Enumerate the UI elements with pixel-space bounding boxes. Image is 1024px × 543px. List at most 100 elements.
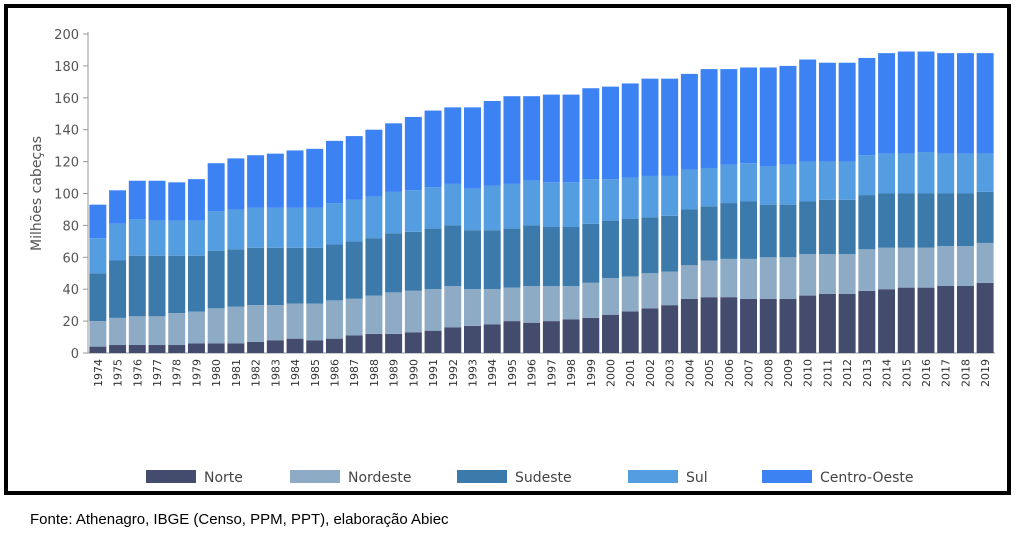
bar-segment [621, 276, 639, 312]
bar-segment [503, 228, 521, 288]
bar-segment [247, 247, 265, 306]
bar-segment [818, 161, 836, 200]
bar-segment [838, 62, 856, 162]
x-tick-label: 1979 [190, 359, 203, 387]
bar-segment [582, 282, 600, 318]
bar-segment [424, 289, 442, 331]
bar-segment [168, 313, 186, 346]
bar-segment [148, 316, 166, 346]
bar-segment [621, 177, 639, 220]
bar-segment [109, 345, 127, 353]
bar-segment [286, 207, 304, 248]
bar-segment [148, 220, 166, 256]
bar-segment [523, 96, 541, 181]
bar-segment [404, 332, 422, 353]
bar-segment [956, 246, 974, 287]
bar-segment [818, 62, 836, 162]
x-tick-label: 2016 [920, 359, 933, 387]
bar-segment [109, 260, 127, 318]
bar-segment [878, 153, 896, 194]
bar-segment [759, 204, 777, 258]
x-tick-label: 1987 [348, 359, 361, 387]
bar-segment [858, 155, 876, 196]
bar-segment [680, 73, 698, 170]
bar-segment [937, 193, 955, 247]
bar-segment [838, 293, 856, 353]
bar-segment [878, 289, 896, 353]
bar-segment [503, 96, 521, 184]
bar-segment [740, 163, 758, 202]
bar-segment [641, 273, 659, 309]
bar-segment [680, 209, 698, 266]
bar-segment [956, 286, 974, 353]
bar-segment [838, 161, 856, 200]
bar-segment [700, 297, 718, 353]
legend-swatch [290, 470, 340, 483]
bar-segment [818, 254, 836, 294]
bar-segment [602, 314, 619, 353]
bar-segment [878, 193, 896, 248]
bar-segment [286, 338, 304, 353]
bar-segment [799, 59, 817, 162]
bar-segment [562, 319, 580, 353]
bar-segment [345, 335, 363, 353]
bar-segment [976, 191, 994, 243]
bar-segment [365, 129, 383, 197]
bar-segment [582, 317, 600, 353]
x-tick-label: 1982 [250, 359, 263, 387]
bar-segment [799, 161, 817, 202]
x-tick-label: 1990 [407, 359, 420, 387]
bar-segment [266, 340, 284, 353]
bar-segment [207, 211, 225, 251]
y-tick-label: 160 [54, 92, 79, 107]
bar-segment [818, 199, 836, 255]
bar-segment [582, 179, 600, 224]
bar-segment [227, 249, 245, 307]
x-tick-label: 2008 [762, 359, 775, 387]
x-tick-label: 1980 [210, 359, 223, 387]
x-tick-label: 1988 [368, 359, 381, 387]
bar-segment [799, 254, 817, 296]
bar-segment [306, 303, 324, 341]
x-tick-label: 1983 [269, 359, 282, 387]
bar-segment [345, 241, 363, 299]
x-axis-labels: 1974 1975 1976 1977 1978 1979 1980 1981 1982 1983… [92, 359, 992, 387]
bar-segment [89, 321, 107, 347]
bar-segment [464, 107, 481, 189]
bar-segment [128, 345, 146, 353]
x-tick-label: 1992 [447, 359, 460, 387]
x-tick-label: 1977 [151, 359, 164, 387]
bar-segment [779, 164, 797, 205]
bar-segment [325, 300, 343, 339]
bar-segment [168, 255, 186, 314]
bar-segment [878, 53, 896, 154]
bar-segment [385, 333, 403, 353]
y-tick-label: 140 [54, 124, 79, 139]
stacked-bar-chart: 0 20 40 60 80 100 120 140 160 180 200 Milhões cabeç… [29, 28, 995, 486]
bar-segment [168, 182, 186, 221]
bar-segment [661, 215, 679, 272]
bar-segment [523, 180, 541, 226]
bar-segment [187, 343, 205, 353]
x-tick-label: 2004 [683, 359, 696, 387]
bar-segment [720, 69, 738, 165]
x-tick-label: 1999 [585, 359, 598, 387]
bar-segment [227, 343, 245, 353]
bar-segment [661, 78, 679, 176]
bar-segment [897, 193, 915, 248]
bar-segment [937, 286, 955, 353]
bar-segment [365, 238, 383, 296]
bar-segment [602, 278, 619, 315]
bar-segment [641, 217, 659, 274]
y-tick-label: 180 [54, 60, 79, 75]
bar-segment [740, 258, 758, 299]
bar-segment [128, 316, 146, 346]
bar-segment [838, 199, 856, 255]
x-tick-label: 1974 [92, 359, 105, 387]
bar-segment [128, 180, 146, 220]
bar-segment [720, 297, 738, 353]
bar-segment [917, 193, 935, 248]
bar-segment [89, 238, 107, 274]
bar-segment [266, 207, 284, 248]
y-axis-title: Milhões cabeças [29, 136, 45, 251]
